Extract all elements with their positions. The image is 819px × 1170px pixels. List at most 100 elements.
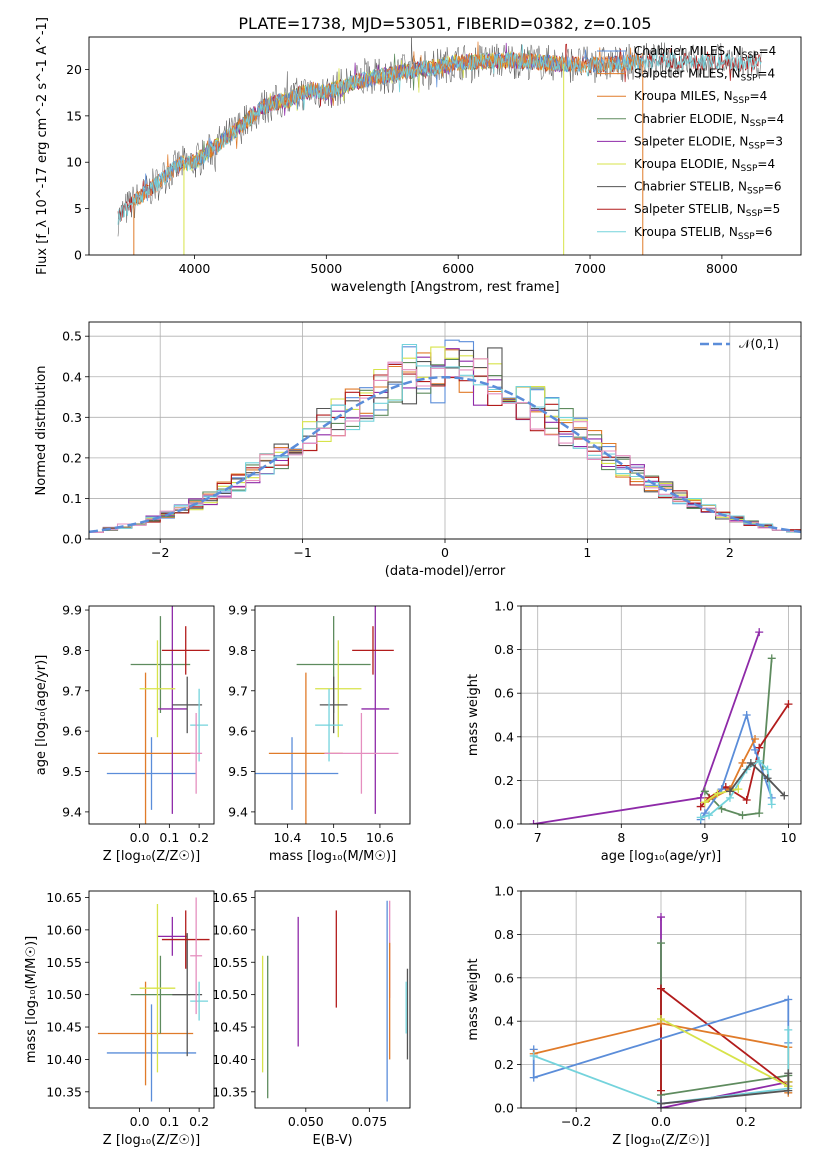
panel-mass_weight_vs_Z: −0.2 0.0 0.2 0.0 0.2 0.4 0.6 0.8 1.0 Z [log₁₀(Z/Z… bbox=[466, 884, 802, 1148]
legend-label-base: Salpeter STELIB, N bbox=[634, 202, 746, 216]
x-axis-label: E(B-V) bbox=[312, 1133, 352, 1148]
x-tick-label: 10.5 bbox=[320, 830, 348, 845]
plot-area bbox=[529, 913, 793, 1108]
mass-weight-marker bbox=[738, 811, 747, 820]
mass-weight-line bbox=[533, 1029, 790, 1105]
histogram-step bbox=[89, 346, 801, 533]
legend-label-sub: SSP bbox=[741, 164, 758, 174]
x-tick-label: 0.050 bbox=[288, 1114, 324, 1129]
mass-weight-marker bbox=[700, 798, 709, 807]
x-axis-label: Z [log₁₀(Z/Z☉)] bbox=[103, 1133, 200, 1148]
y-tick-label: 0.0 bbox=[62, 532, 82, 547]
legend-label-base: Chabrier ELODIE, N bbox=[634, 112, 750, 126]
mass-weight-marker bbox=[755, 743, 764, 752]
y-tick-label: 0.4 bbox=[494, 1014, 514, 1029]
mass-weight-marker bbox=[696, 802, 705, 811]
y-tick-label: 9.8 bbox=[228, 643, 248, 658]
y-tick-label: 0.1 bbox=[62, 491, 82, 506]
y-tick-label: 10.45 bbox=[212, 1020, 248, 1035]
mass-weight-marker bbox=[784, 995, 793, 1004]
legend-label-value: =4 bbox=[750, 89, 768, 103]
y-tick-label: 9.6 bbox=[228, 724, 248, 739]
mass-weight-line bbox=[660, 1018, 790, 1088]
axes-frame bbox=[520, 605, 802, 825]
x-tick-label: 10.6 bbox=[366, 830, 394, 845]
y-axis-label: age [log₁₀(age/yr)] bbox=[34, 655, 49, 776]
mass-weight-marker bbox=[717, 804, 726, 813]
y-tick-label: 10.35 bbox=[212, 1084, 248, 1099]
legend-label-base: Salpeter MILES, N bbox=[634, 67, 741, 81]
axes-frame bbox=[88, 890, 215, 1109]
mass-weight-marker bbox=[657, 913, 665, 922]
x-tick-label: −0.2 bbox=[561, 1114, 591, 1129]
mass-weight-line bbox=[699, 711, 773, 821]
y-tick-label: 0.5 bbox=[62, 329, 82, 344]
axes-frame bbox=[88, 321, 802, 540]
axes-frame bbox=[254, 890, 411, 1109]
axes-frame bbox=[254, 605, 411, 825]
x-tick-label: 5000 bbox=[310, 261, 342, 276]
panel-residual_hist: −2 −1 0 1 2 0.0 0.1 0.2 0.3 0.4 0.5 (data-model)/er… bbox=[34, 321, 802, 579]
x-tick-label: 0.0 bbox=[130, 830, 150, 845]
axes-frame bbox=[88, 36, 802, 256]
spectrum-line bbox=[133, 47, 643, 209]
x-axis-label: Z [log₁₀(Z/Z☉)] bbox=[612, 1133, 709, 1148]
plot-area bbox=[255, 606, 399, 824]
legend-label: Kroupa ELODIE, NSSP=4 bbox=[634, 157, 775, 174]
y-tick-label: 5 bbox=[74, 201, 82, 216]
legend-label-value: =3 bbox=[765, 134, 783, 148]
y-tick-label: 0.4 bbox=[62, 369, 82, 384]
y-tick-label: 10.35 bbox=[46, 1084, 82, 1099]
mass-weight-marker bbox=[657, 1099, 665, 1108]
y-axis-label: mass weight bbox=[466, 958, 481, 1040]
x-tick-label: 2 bbox=[726, 545, 734, 560]
legend-label-value: =4 bbox=[757, 157, 775, 171]
x-axis-label: age [log₁₀(age/yr)] bbox=[601, 849, 722, 864]
legend-label-sub: SSP bbox=[742, 51, 759, 61]
x-tick-label: 0.075 bbox=[351, 1114, 387, 1129]
mass-weight-marker bbox=[767, 800, 776, 809]
mass-weight-line bbox=[532, 998, 790, 1079]
mass-weight-marker bbox=[755, 809, 764, 818]
y-tick-label: 0.3 bbox=[62, 410, 82, 425]
legend-label-value: =5 bbox=[763, 202, 781, 216]
histogram-step bbox=[89, 358, 801, 533]
mass-weight-marker bbox=[734, 785, 743, 794]
legend-label: Salpeter ELODIE, NSSP=3 bbox=[634, 134, 783, 151]
y-tick-label: 0.6 bbox=[494, 970, 514, 985]
y-tick-label: 0.8 bbox=[494, 927, 514, 942]
mass-weight-marker bbox=[696, 813, 705, 822]
y-tick-label: 15 bbox=[66, 108, 82, 123]
y-tick-label: 9.4 bbox=[228, 804, 248, 819]
x-tick-label: 1 bbox=[583, 545, 591, 560]
y-tick-label: 0.0 bbox=[494, 817, 514, 832]
axes-frame bbox=[88, 605, 215, 825]
mass-weight-marker bbox=[751, 745, 760, 754]
legend-label: Chabrier MILES, NSSP=4 bbox=[634, 44, 776, 61]
x-tick-label: 4000 bbox=[179, 261, 211, 276]
mass-weight-marker bbox=[700, 787, 709, 796]
x-tick-label: 0.2 bbox=[736, 1114, 756, 1129]
mass-weight-line bbox=[729, 761, 785, 797]
y-tick-label: 10.50 bbox=[46, 987, 82, 1002]
y-tick-label: 9.6 bbox=[62, 724, 82, 739]
legend-label: Kroupa MILES, NSSP=4 bbox=[634, 89, 767, 106]
y-tick-label: 0 bbox=[74, 248, 82, 263]
y-tick-label: 10.55 bbox=[46, 955, 82, 970]
panel-mass_vs_EBV: 0.050 0.075 10.35 10.40 10.45 10.50 10.55 10.60… bbox=[212, 890, 411, 1148]
y-tick-label: 9.5 bbox=[62, 764, 82, 779]
x-tick-label: 9 bbox=[701, 830, 709, 845]
legend-label: Kroupa STELIB, NSSP=6 bbox=[634, 225, 772, 242]
x-tick-label: 0.2 bbox=[189, 1114, 209, 1129]
x-axis-label: mass [log₁₀(M/M☉)] bbox=[269, 849, 396, 864]
y-tick-label: 10.45 bbox=[46, 1020, 82, 1035]
y-tick-label: 10.60 bbox=[46, 922, 82, 937]
legend-label: Salpeter MILES, NSSP=4 bbox=[634, 67, 775, 84]
x-tick-label: 7000 bbox=[574, 261, 606, 276]
y-tick-label: 0.2 bbox=[494, 773, 514, 788]
y-tick-label: 1.0 bbox=[494, 884, 514, 899]
mass-weight-marker bbox=[780, 791, 789, 800]
y-tick-label: 10.65 bbox=[46, 890, 82, 905]
x-tick-label: 0.2 bbox=[189, 830, 209, 845]
